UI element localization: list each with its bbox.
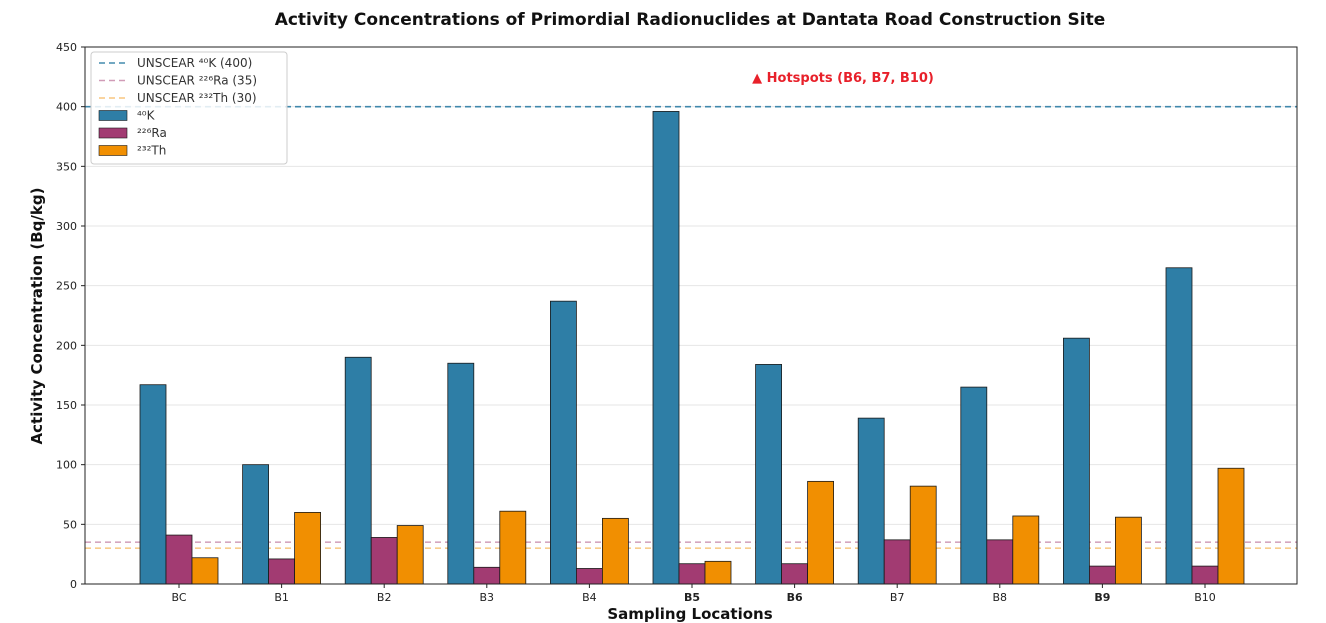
x-tick-label: B8 [993, 591, 1008, 604]
x-axis-label: Sampling Locations [607, 605, 772, 623]
y-axis-label: Activity Concentration (Bq/kg) [28, 188, 46, 445]
x-tick-label: B9 [1094, 591, 1110, 604]
bar-2 [1115, 516, 1142, 585]
legend-bar-swatch [98, 110, 128, 121]
bar-1 [268, 558, 296, 585]
legend-box [90, 51, 288, 165]
bar-1 [883, 539, 911, 585]
y-tick-label: 250 [56, 280, 77, 293]
bar-2 [807, 480, 834, 585]
bar-0 [139, 384, 167, 585]
legend-label: UNSCEAR ²³²Th (30) [137, 91, 257, 105]
legend-label: ⁴⁰K [137, 109, 156, 123]
bar-1 [1191, 565, 1219, 585]
bar-0 [550, 300, 577, 585]
y-axis-ticks: 0 50 100 150 200 250 300 350 400 450 [56, 41, 85, 591]
bar-1 [678, 563, 706, 585]
bar-1 [370, 537, 398, 585]
x-axis-ticks: BC B1 B2 B3 B4 B5 B6 B7 B8 B9 B10 [171, 584, 1216, 604]
chart-title: Activity Concentrations of Primordial Ra… [275, 10, 1106, 30]
x-tick-label: B5 [684, 591, 700, 604]
legend-bar-swatch [98, 127, 128, 139]
x-tick-label: B10 [1194, 591, 1216, 604]
x-tick-label: B1 [274, 591, 289, 604]
bar-1 [986, 539, 1014, 585]
bar-1 [165, 534, 193, 585]
y-tick-label: 450 [56, 41, 77, 54]
bar-2 [1012, 515, 1040, 585]
bar-1 [473, 566, 501, 585]
y-tick-label: 0 [70, 578, 77, 591]
legend-bar-swatch [98, 145, 128, 156]
legend-label: ²³²Th [137, 144, 166, 158]
hotspot-annotation: ▲ Hotspots (B6, B7, B10) [752, 71, 934, 86]
bar-2 [499, 510, 527, 585]
legend-label: UNSCEAR ⁴⁰K (400) [137, 56, 252, 70]
bar-2 [191, 557, 219, 585]
bar-0 [344, 356, 372, 585]
bar-2 [396, 525, 424, 585]
bar-1 [781, 563, 808, 585]
y-tick-label: 100 [56, 459, 77, 472]
y-tick-label: 200 [56, 339, 77, 352]
bar-0 [1165, 267, 1193, 585]
bar-2 [294, 512, 322, 585]
bar-2 [1217, 467, 1245, 585]
x-tick-label: B4 [582, 591, 597, 604]
y-tick-label: 400 [56, 101, 77, 114]
bar-2 [909, 485, 937, 585]
legend-label: ²²⁶Ra [137, 126, 167, 140]
y-tick-label: 350 [56, 160, 77, 173]
bar-2 [602, 517, 629, 585]
bar-0 [447, 362, 475, 585]
x-tick-label: B3 [480, 591, 495, 604]
y-tick-label: 300 [56, 220, 77, 233]
bar-0 [960, 386, 988, 585]
bar-2 [704, 560, 732, 585]
bar-0 [857, 417, 885, 585]
y-tick-label: 150 [56, 399, 77, 412]
bar-0 [755, 364, 782, 585]
x-tick-label: B2 [377, 591, 392, 604]
x-tick-label: BC [171, 591, 186, 604]
bars [139, 111, 1245, 585]
x-tick-label: B7 [890, 591, 905, 604]
bar-1 [576, 568, 603, 585]
bar-0 [1063, 337, 1090, 585]
legend-label: UNSCEAR ²²⁶Ra (35) [137, 74, 257, 88]
plot-frame [84, 46, 1298, 585]
bar-1 [1089, 565, 1116, 585]
bar-0 [242, 464, 270, 585]
bar-0 [652, 111, 680, 585]
legend: UNSCEAR ⁴⁰K (400) UNSCEAR ²²⁶Ra (35) UNSCE… [90, 51, 288, 165]
x-tick-label: B6 [787, 591, 803, 604]
y-tick-label: 50 [63, 518, 77, 531]
